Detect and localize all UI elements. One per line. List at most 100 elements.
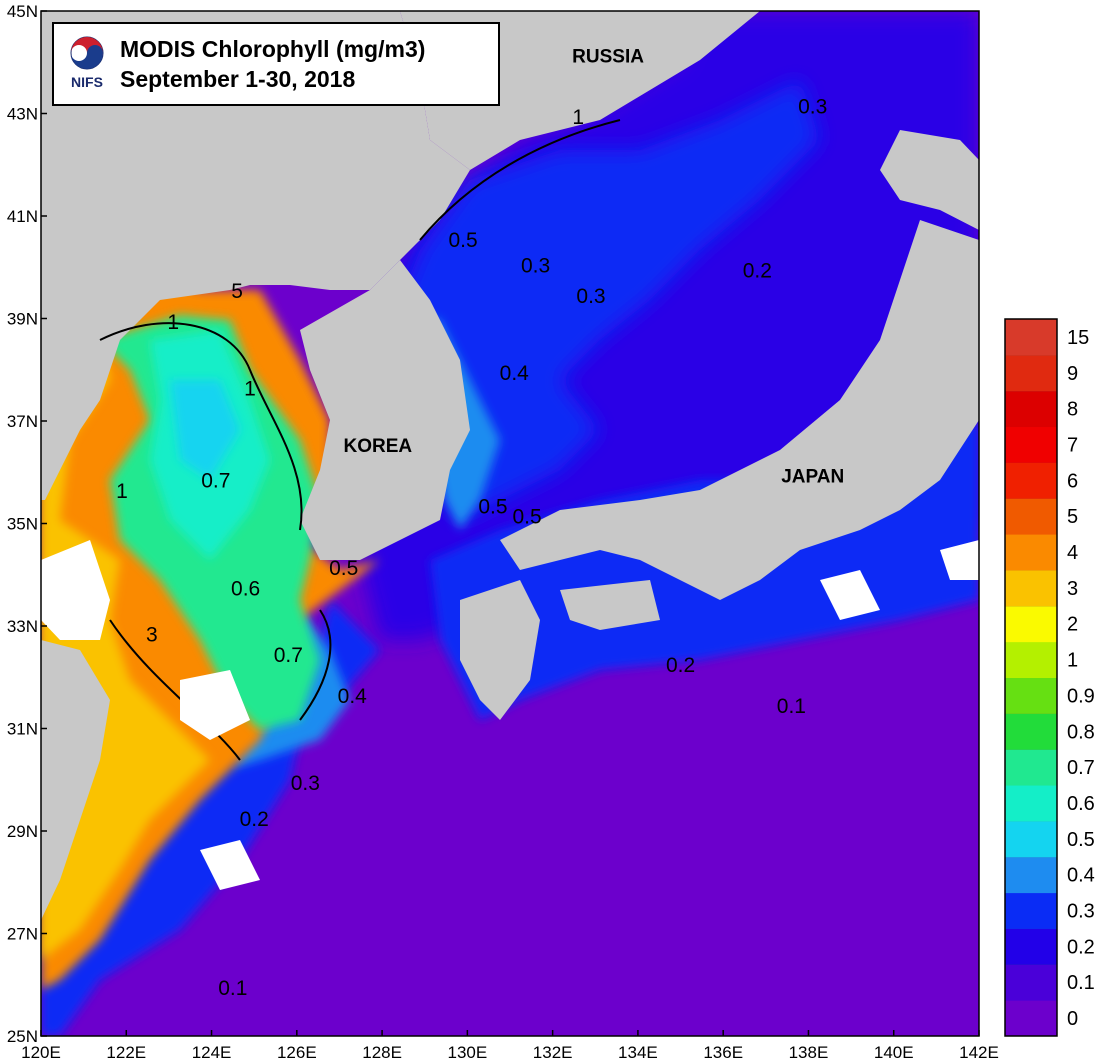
colorbar-bin (1005, 319, 1057, 356)
yellow-sea-core (170, 380, 240, 480)
land-korea (300, 260, 470, 560)
contour-label: 0.3 (521, 254, 550, 277)
contour-label: 0.5 (478, 495, 507, 518)
colorbar-label: 15 (1067, 327, 1089, 349)
colorbar-label: 3 (1067, 578, 1078, 600)
colorbar-bin (1005, 534, 1057, 571)
contour-labels: 0.30.30.30.20.50.40.50.50.515110.710.60.… (116, 96, 827, 1001)
colorbar-bin (1005, 354, 1057, 392)
colorbar-bin (1005, 605, 1057, 643)
y-tick-label: 41N (7, 207, 38, 226)
colorbar-bin (1005, 641, 1057, 678)
contour-label: 0.1 (777, 695, 806, 718)
x-tick-label: 132E (533, 1043, 573, 1062)
contour-1 (99, 322, 303, 531)
colorbar-label: 0.8 (1067, 721, 1095, 743)
x-tick-label: 136E (703, 1043, 743, 1062)
colorbar-label: 9 (1067, 363, 1078, 385)
y-tick-label: 29N (7, 822, 38, 841)
x-tick-label: 138E (789, 1043, 829, 1062)
colorbar-bin (1005, 390, 1057, 428)
x-tick-label: 128E (362, 1043, 402, 1062)
no-data-patch (820, 570, 880, 620)
y-tick-label: 25N (7, 1027, 38, 1046)
x-tick-label: 130E (448, 1043, 488, 1062)
colorbar-label: 0.5 (1067, 829, 1095, 851)
contour-label: 0.4 (338, 685, 368, 708)
contour-label: 5 (231, 280, 243, 303)
contour-label: 0.3 (576, 285, 605, 308)
y-tick-label: 37N (7, 412, 38, 431)
logo-text: NIFS (71, 74, 103, 90)
no-data-patch (940, 540, 979, 580)
no-data-patches (41, 540, 979, 890)
region-label-russia: RUSSIA (572, 46, 644, 67)
contour-east-1 (419, 119, 621, 241)
x-tick-label: 140E (874, 1043, 914, 1062)
colorbar-bin (1005, 928, 1057, 965)
contour-label: 0.5 (329, 557, 358, 580)
colorbar-label: 0.1 (1067, 972, 1095, 994)
y-tick-label: 39N (7, 310, 38, 329)
y-tick-label: 27N (7, 925, 38, 944)
contour-3 (109, 619, 241, 761)
contour-label: 0.6 (231, 577, 260, 600)
colorbar-label: 0.4 (1067, 865, 1095, 887)
colorbar-label: 7 (1067, 434, 1078, 456)
land-china (41, 11, 470, 500)
colorbar-frame (1004, 318, 1058, 1037)
land-japan-kyushu (460, 580, 540, 720)
contour-label: 1 (244, 377, 256, 400)
region-label-japan: JAPAN (781, 467, 844, 488)
x-tick-label: 126E (277, 1043, 317, 1062)
contour-label: 0.2 (743, 260, 772, 283)
colorbar-bin (1005, 892, 1057, 929)
colorbar-bin (1005, 749, 1057, 786)
no-data-patch (200, 840, 260, 890)
title-box: NIFS MODIS Chlorophyll (mg/m3) September… (52, 22, 500, 106)
colorbar-bin (1005, 785, 1057, 822)
colorbar-label: 4 (1067, 542, 1078, 564)
x-tick-label: 120E (21, 1043, 61, 1062)
colorbar: 0 0.1 0.2 0.3 0.4 0.5 0.6 0.7 0.8 0.9 1 2 3 4 5 6 7 8 9 15 (1004, 318, 1095, 1037)
no-data-patch (41, 540, 110, 640)
y-tick-label: 33N (7, 617, 38, 636)
colorbar-bin (1005, 462, 1057, 499)
colorbar-label: 6 (1067, 470, 1078, 492)
axis-ticks: 120E 122E 124E 126E 128E 130E 132E 134E 136E 138E… (7, 2, 999, 1062)
colorbar-bin (1005, 964, 1057, 1001)
contour-label: 0.2 (240, 808, 269, 831)
colorbar-label: 0.6 (1067, 793, 1095, 815)
colorbar-label: 0.3 (1067, 901, 1095, 923)
land-sakhalin-hokkaido (880, 130, 979, 230)
land-japan-honshu (500, 220, 979, 600)
map-subtitle: September 1-30, 2018 (120, 66, 356, 92)
x-tick-label: 122E (106, 1043, 146, 1062)
colorbar-bin (1005, 677, 1057, 714)
land-china-south (41, 640, 110, 920)
x-tick-label: 142E (959, 1043, 999, 1062)
y-tick-label: 43N (7, 105, 38, 124)
nifs-logo: NIFS (66, 36, 108, 92)
colorbar-bin (1005, 569, 1057, 607)
east-sea-mid (400, 80, 820, 520)
colorbar-label: 0.9 (1067, 685, 1095, 707)
y-tick-label: 35N (7, 515, 38, 534)
contour-label: 0.2 (666, 654, 695, 677)
colorbar-label: 0.2 (1067, 936, 1095, 958)
colorbar-label: 8 (1067, 399, 1078, 421)
map-title: MODIS Chlorophyll (mg/m3) (120, 36, 426, 62)
contour-label: 0.1 (218, 977, 247, 1000)
colorbar-bin (1005, 713, 1057, 750)
region-labels: RUSSIA KOREA JAPAN (344, 46, 845, 487)
contour-label: 0.7 (274, 644, 303, 667)
contour-lines (99, 119, 621, 761)
contour-label: 3 (146, 623, 158, 646)
contour-label: 1 (167, 311, 179, 334)
colorbar-bin (1005, 1000, 1057, 1037)
colorbar-label: 0 (1067, 1008, 1078, 1030)
colorbar-bin (1005, 498, 1057, 535)
y-tick-label: 31N (7, 720, 38, 739)
y-tick-label: 45N (7, 2, 38, 21)
